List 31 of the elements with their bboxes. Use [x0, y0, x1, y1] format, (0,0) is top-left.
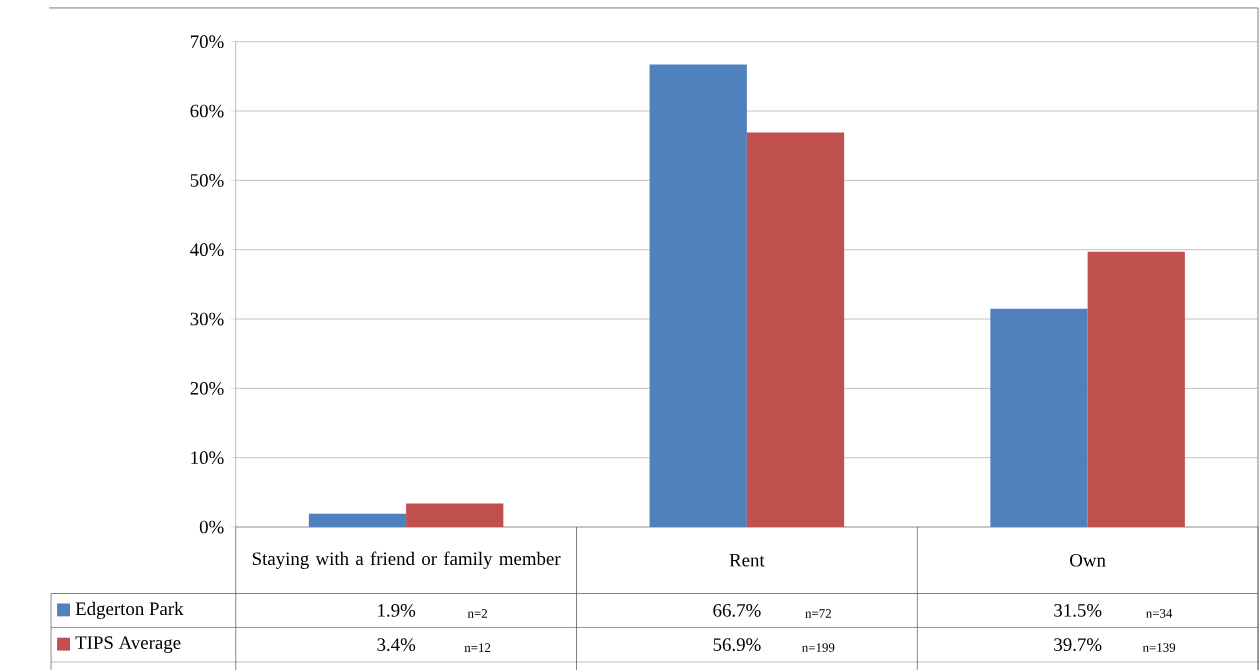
bar	[746, 132, 845, 527]
bar	[1087, 251, 1185, 527]
data-label: 39.7%	[1054, 638, 1102, 651]
text: n=72	[805, 608, 831, 618]
y-tick-label: 10%	[191, 451, 224, 464]
data-label: 56.9%	[713, 638, 761, 651]
bar	[406, 503, 504, 527]
text: n=12	[464, 643, 491, 652]
y-tick-label: 50%	[190, 173, 224, 187]
data-label: 1.9%	[378, 603, 416, 617]
x-tick-label: Rent	[729, 553, 765, 567]
y-tick-label: 0%	[199, 520, 224, 534]
text: n=2	[467, 608, 487, 618]
legend-label: Edgerton Park	[75, 601, 184, 619]
x-tick-label: Staying with a friend or family member	[252, 551, 561, 569]
data-label: 3.4%	[377, 638, 416, 651]
x-tick-label: Own	[1070, 553, 1106, 567]
y-tick-label: 40%	[190, 243, 224, 256]
data-label: 66.7%	[713, 603, 761, 617]
y-tick-label: 60%	[190, 104, 224, 118]
y-tick-label: 20%	[190, 381, 224, 395]
text: n=199	[802, 643, 835, 652]
data-label: 31.5%	[1054, 603, 1102, 617]
bar	[990, 308, 1088, 527]
bar	[308, 513, 407, 527]
text: n=34	[1146, 608, 1173, 618]
y-tick-label: 30%	[190, 312, 224, 326]
legend-label: TIPS Average	[75, 636, 181, 653]
text: n=139	[1142, 643, 1176, 652]
bar	[649, 64, 747, 527]
y-tick-label: 70%	[190, 35, 224, 48]
